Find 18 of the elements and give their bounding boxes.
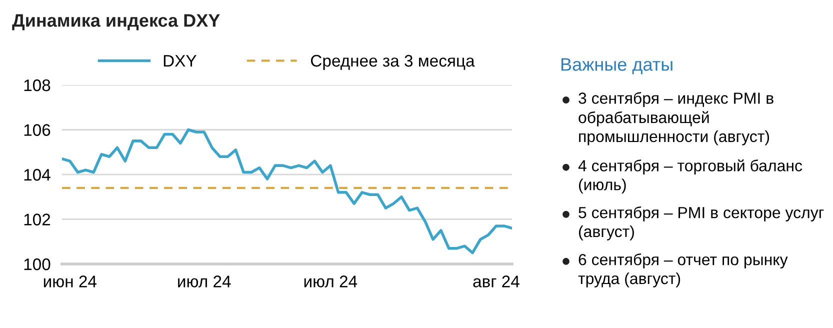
chart-title: Динамика индекса DXY (12, 14, 220, 30)
text: 5 сентября – PMI в секторе услуг (август) (578, 206, 824, 240)
x-tick-label: июл 24 (304, 276, 358, 288)
y-tick-label: 106 (24, 124, 50, 136)
line-series (62, 128, 512, 254)
legend-label: Среднее за 3 месяца (311, 54, 475, 70)
x-tick-label: июл 24 (178, 276, 231, 288)
y-tick-label: 100 (24, 258, 50, 270)
text: Важные даты (561, 58, 672, 74)
x-tick-label: июн 24 (44, 276, 96, 288)
y-tick-label: 104 (24, 168, 50, 181)
text: 3 сентября – индекс PMI в обрабатывающей промышленности (август) (578, 92, 774, 146)
text: 4 сентября – торговый баланс (июль) (578, 159, 802, 194)
y-tick-label: 108 (24, 79, 50, 92)
text: 6 сентября – отчет по рынку труда (август) (578, 253, 788, 288)
x-tick-label: авг 24 (473, 276, 520, 288)
y-tick-label: 102 (24, 214, 50, 226)
legend-label: DXY (164, 55, 196, 67)
